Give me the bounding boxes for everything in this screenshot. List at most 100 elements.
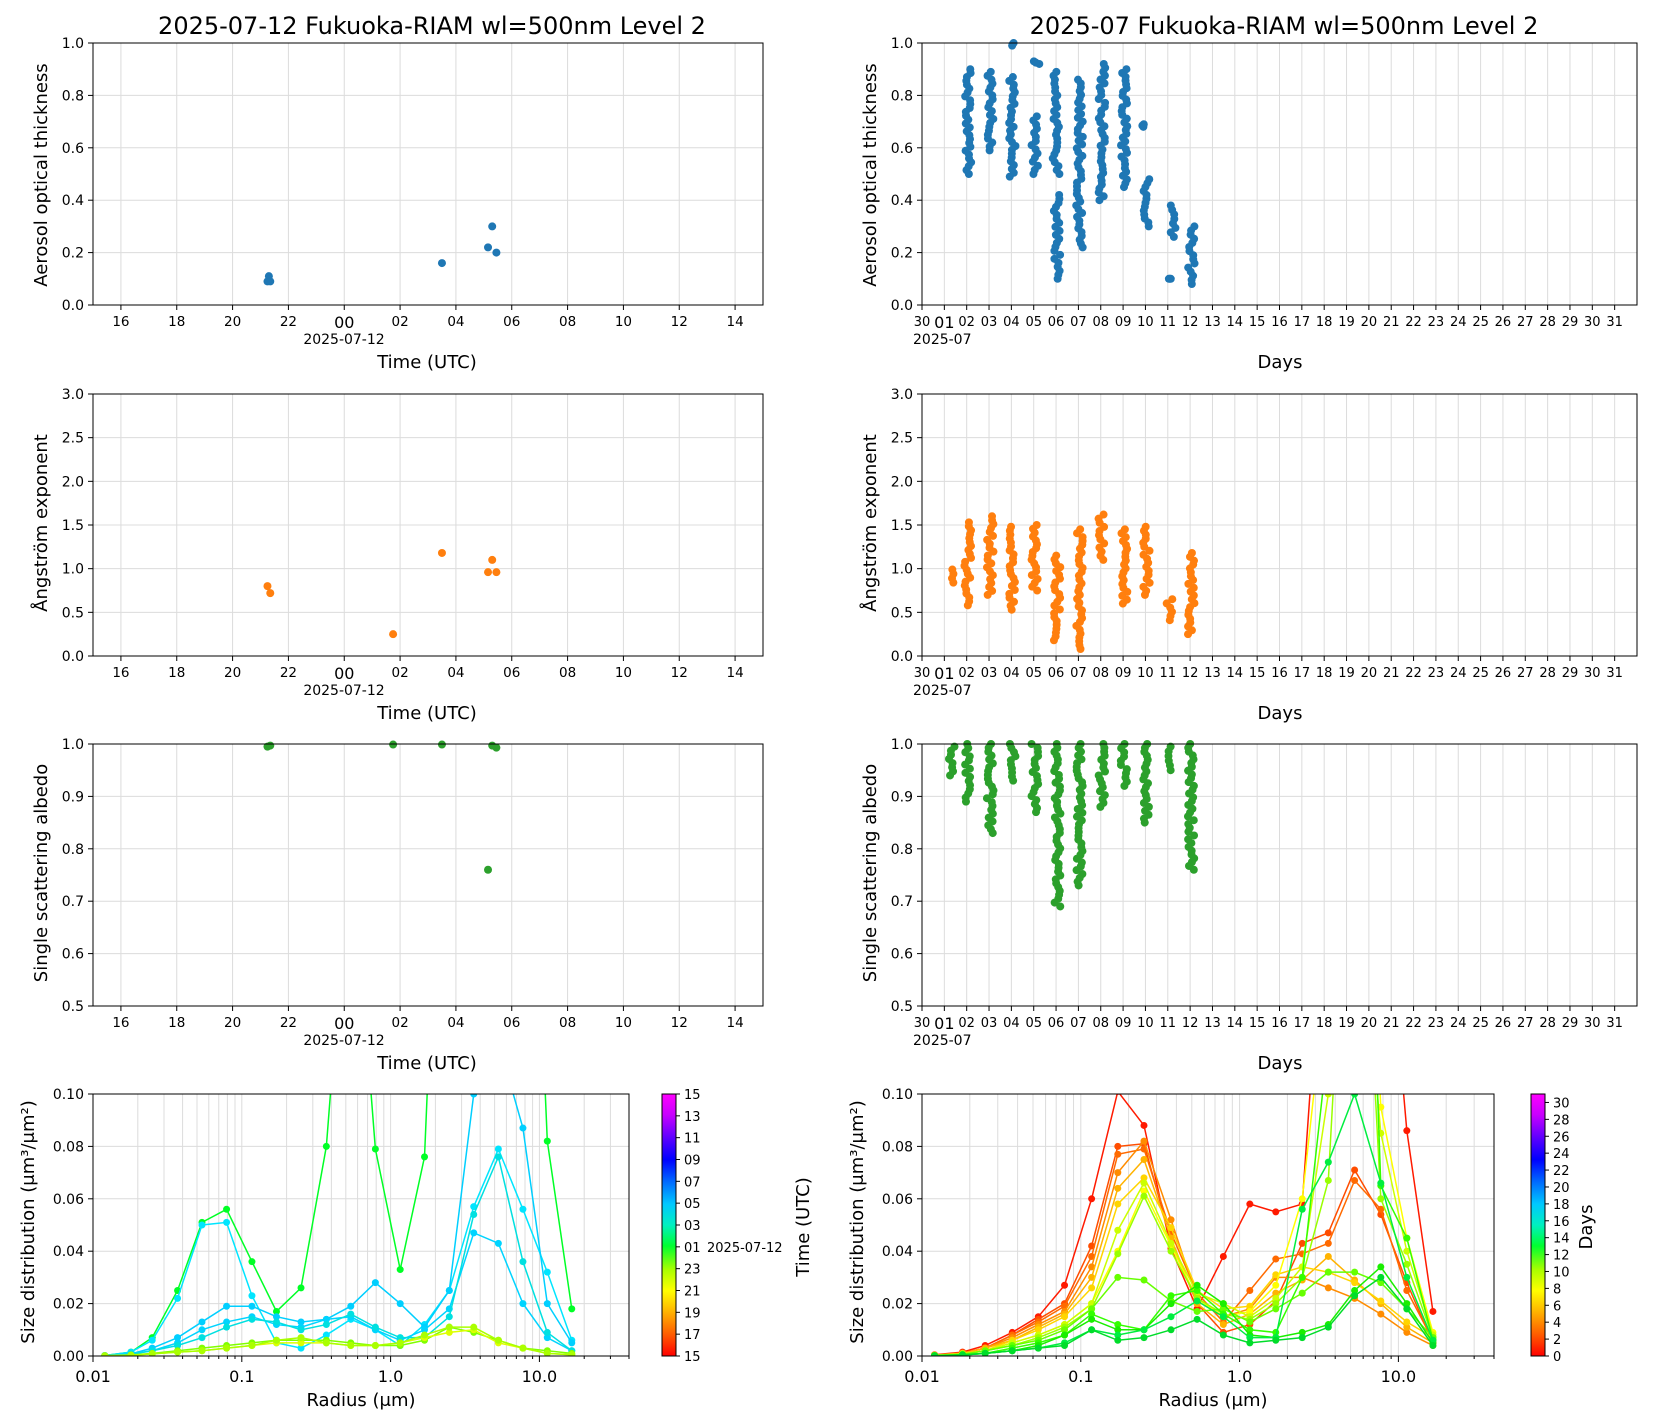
daily-aod-y-tick-label: 0.6: [62, 141, 84, 157]
monthly-size-distribution-series-line: [934, 1094, 1434, 1356]
monthly-aod-x-tick-label: 16: [1271, 315, 1288, 330]
right-colorbar-tick-label: 22: [1553, 1164, 1570, 1179]
daily-aod-y-tick-label: 0.4: [62, 193, 84, 209]
monthly-size-distribution-x-tick-label: 0.01: [904, 1367, 940, 1386]
monthly-aod-frame: [921, 42, 1638, 306]
monthly-aod-x-tick-label: 13: [1204, 315, 1221, 330]
daily-size-distribution-series-point: [223, 1218, 231, 1226]
monthly-ssa-axes: 0.50.60.70.80.91.030 01 02 03 04 05 06 07 08 09 10…: [891, 737, 1637, 1033]
daily-aod-y-tick-label: 0.8: [62, 88, 84, 104]
left-colorbar-tick-label: 15: [684, 1088, 701, 1103]
daily-aod-x-tick-label: 12: [671, 314, 688, 330]
monthly-angstrom-x-tick-label: 24: [1450, 666, 1467, 681]
monthly-size-distribution-series-point: [1193, 1287, 1201, 1294]
monthly-aod-point: [1166, 201, 1175, 210]
monthly-size-distribution-series-line: [934, 1139, 1434, 1356]
monthly-size-distribution-series-point: [1088, 1195, 1096, 1203]
monthly-size-distribution-series-point: [1061, 1313, 1069, 1321]
monthly-size-distribution-series-point: [1167, 1313, 1175, 1321]
daily-size-distribution-series-point: [371, 1323, 379, 1331]
left-colorbar-tick-label: 21: [684, 1285, 701, 1300]
monthly-size-distribution-series-point: [1324, 1323, 1332, 1331]
right-colorbar-tick-label: 26: [1553, 1130, 1570, 1145]
monthly-size-distribution-series-point: [1298, 1195, 1306, 1203]
monthly-size-distribution-series-point: [1246, 1200, 1254, 1208]
monthly-size-distribution-series-point: [1272, 1255, 1280, 1263]
monthly-ssa-x-tick-label: 26: [1495, 1016, 1512, 1031]
monthly-aod-x-tick-label: 03: [981, 315, 998, 330]
daily-size-distribution-series-point: [272, 1307, 280, 1315]
monthly-ssa-y-tick-label: 1.0: [891, 737, 913, 753]
monthly-angstrom-xlabel: Days: [1258, 703, 1303, 724]
monthly-aod-point: [1145, 175, 1154, 184]
monthly-ssa-x-tick-label: 14: [1227, 1016, 1244, 1031]
monthly-size-distribution-series-point: [1140, 1137, 1148, 1145]
daily-angstrom-point: [437, 548, 446, 557]
daily-ssa-axes: 0.5 0.6 0.7 0.8 0.9 1.0 16 18 20 22 00 02 04 06 08 10 12…: [62, 737, 763, 1033]
monthly-ssa-x-tick-label: 01: [934, 1014, 954, 1033]
monthly-aod-y-tick-label: 0.8: [891, 88, 913, 104]
monthly-size-distribution-series-point: [1324, 1239, 1332, 1247]
daily-size-distribution-x-tick-label: 0.1: [229, 1367, 254, 1386]
monthly-size-distribution-series-point: [1272, 1336, 1280, 1344]
daily-ssa-point: [484, 865, 493, 874]
daily-size-distribution-series-point: [223, 1318, 231, 1326]
left-colorbar-tick-label: 23: [684, 1263, 701, 1278]
daily-size-distribution-y-tick-label: 0.00: [53, 1349, 84, 1365]
monthly-size-distribution-series-point: [1088, 1305, 1096, 1313]
monthly-angstrom-y-tick-label: 1.5: [891, 518, 913, 534]
monthly-aod-x-tick-label: 26: [1495, 315, 1512, 330]
monthly-angstrom-x-tick-label: 19: [1338, 666, 1355, 681]
monthly-size-distribution-series-point: [1246, 1326, 1254, 1334]
monthly-size-distribution-series-point: [1351, 305, 1358, 312]
monthly-aod-x-tick-label: 27: [1517, 315, 1534, 330]
monthly-size-distribution-series-point: [1272, 1208, 1280, 1216]
daily-angstrom-x-tick-label: 08: [559, 665, 576, 681]
monthly-size-distribution-series-point: [1088, 1284, 1096, 1292]
daily-size-distribution-series-point: [396, 1266, 404, 1274]
daily-aod-point: [484, 243, 493, 252]
monthly-ssa-x-tick-label: 19: [1338, 1016, 1355, 1031]
daily-size-distribution-series-point: [198, 1334, 206, 1342]
daily-angstrom-date: 2025-07-12: [303, 683, 384, 699]
monthly-aod-x-tick-label: 23: [1428, 315, 1445, 330]
monthly-ssa-point: [1056, 902, 1065, 911]
monthly-aod-x-tick-label: 08: [1092, 315, 1109, 330]
monthly-size-distribution-series-line: [934, 1094, 1434, 1356]
monthly-angstrom-x-tick-label: 25: [1472, 666, 1489, 681]
daily-size-distribution-series-point: [322, 1331, 330, 1339]
monthly-ssa-x-tick-label: 24: [1450, 1016, 1467, 1031]
daily-size-distribution-y-tick-label: 0.02: [53, 1297, 84, 1313]
monthly-size-distribution-series-point: [1377, 1273, 1385, 1281]
left-colorbar-tick-label: 05: [684, 1197, 701, 1212]
daily-angstrom-axes: 0.0 0.5 1.0 1.5 2.0 2.5 3.0 16 18 20 22 00 02 04 06 08 1…: [62, 387, 763, 683]
monthly-size-distribution-series-point: [1298, 1328, 1306, 1336]
monthly-angstrom-x-tick-label: 10: [1137, 666, 1154, 681]
daily-angstrom-x-tick-label: 12: [671, 665, 688, 681]
right-colorbar-tick-label: 16: [1553, 1215, 1570, 1230]
monthly-size-distribution-series-point: [1403, 1247, 1411, 1255]
monthly-ssa-point: [982, 794, 991, 803]
daily-size-distribution-series-point: [396, 1300, 404, 1308]
monthly-aod-point: [1122, 65, 1131, 74]
monthly-size-distribution-series-point: [1272, 1281, 1280, 1289]
monthly-size-distribution-series-point: [1246, 1287, 1254, 1294]
daily-size-distribution-series-point: [347, 1342, 355, 1350]
monthly-size-distribution-frame: [921, 1093, 1495, 1357]
daily-aod-date: 2025-07-12: [303, 332, 384, 348]
daily-angstrom-y-tick-label: 1.5: [62, 518, 84, 534]
monthly-aod-point: [1190, 222, 1199, 231]
daily-size-distribution-series-point: [322, 1142, 330, 1150]
monthly-angstrom-x-tick-label: 30: [1584, 666, 1601, 681]
monthly-aod-point: [1032, 112, 1041, 121]
left-colorbar-tick-label: 13: [684, 1110, 701, 1125]
left-colorbar-tick-label: 11: [684, 1132, 701, 1147]
monthly-size-distribution-series-point: [1351, 436, 1358, 443]
monthly-ssa-y-tick-label: 0.8: [891, 842, 913, 858]
daily-aod-axes: 0.0 0.2 0.4 0.6 0.8 1.0 16 18 20 22 00 02 04 06 08 10 12…: [62, 36, 763, 332]
daily-angstrom-point: [492, 568, 501, 577]
daily-size-distribution-series-point: [519, 567, 526, 574]
monthly-ssa-x-tick-label: 06: [1048, 1016, 1065, 1031]
daily-size-distribution-series-point: [494, 1145, 502, 1153]
monthly-size-distribution-series-point: [1088, 1326, 1096, 1334]
